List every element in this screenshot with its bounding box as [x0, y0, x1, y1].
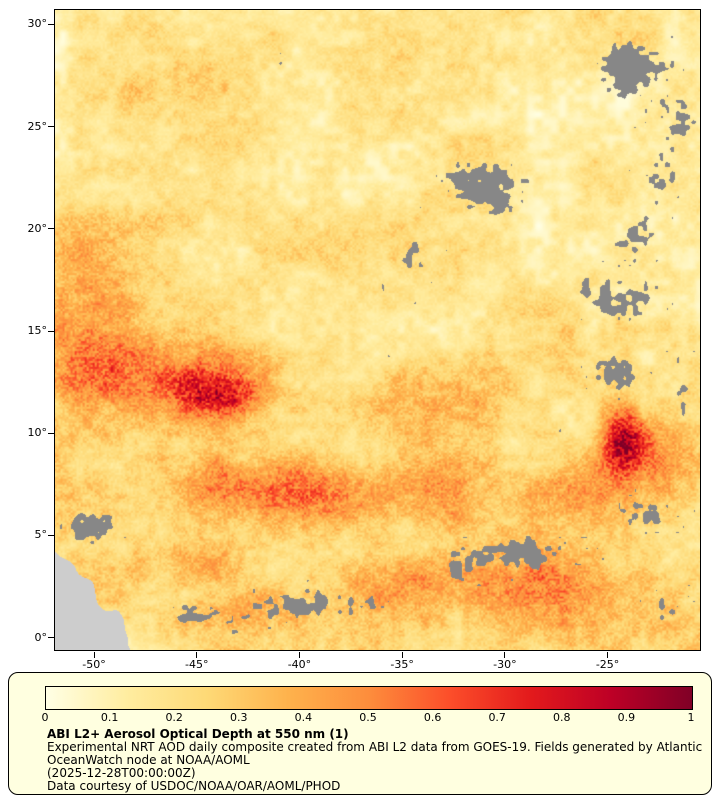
colorbar-tick-label: 0 [41, 711, 49, 724]
colorbar-tick-labels: 0 0.1 0.2 0.3 0.4 0.5 0.6 0.7 0.8 0.9 1 [41, 711, 695, 724]
lon-tick-mark [298, 652, 300, 658]
colorbar-tick-label: 0.4 [294, 711, 313, 724]
lon-tick-label: -50° [82, 658, 106, 671]
lon-tick-mark [607, 652, 609, 658]
lat-tick-mark [48, 637, 54, 639]
colorbar-tick-label: 0.9 [617, 711, 636, 724]
colorbar-tick-label: 0.8 [553, 711, 571, 724]
lat-tick-mark [48, 330, 54, 332]
colorbar-tick-label: 0.3 [230, 711, 248, 724]
lat-tick-mark [48, 534, 54, 536]
lon-tick-label: -30° [493, 658, 517, 671]
lon-tick-mark [504, 652, 506, 658]
caption: ABI L2+ Aerosol Optical Depth at 550 nm … [47, 728, 702, 793]
caption-line-1: Experimental NRT AOD daily composite cre… [47, 740, 703, 754]
colorbar-tick-label: 0.7 [488, 711, 506, 724]
colorbar-gradient [45, 686, 693, 710]
colorbar-tick-label: 0.5 [359, 711, 377, 724]
lon-tick-mark [401, 652, 403, 658]
colorbar-tick-label: 0.2 [165, 711, 183, 724]
caption-title: ABI L2+ Aerosol Optical Depth at 550 nm … [47, 727, 349, 741]
lon-tick-label: -40° [287, 658, 312, 671]
colorbar-tick-label: 0.6 [423, 711, 442, 724]
lat-tick-label: 10° [27, 426, 48, 440]
lon-tick-mark [196, 652, 198, 658]
legend-panel: 0 0.1 0.2 0.3 0.4 0.5 0.6 0.7 0.8 0.9 1 ABI L2+ Ae… [8, 672, 712, 795]
map-plot: 30° 25° 20° 15° 10° 5° 0° -50° -45° -40° -35° -30° -… [28, 9, 701, 671]
lon-tick-label: -45° [185, 658, 209, 671]
lat-tick-label: 0° [34, 630, 48, 644]
lat-tick-mark [48, 228, 54, 230]
caption-line-4: Data courtesy of USDOC/NOAA/OAR/AOML/PHO… [47, 779, 341, 793]
lat-tick-mark [48, 432, 54, 434]
colorbar-tick-label: 0.1 [100, 711, 119, 724]
aod-raster-canvas [55, 10, 700, 650]
lat-tick-label: 20° [27, 221, 48, 235]
lat-tick-label: 15° [27, 324, 48, 338]
lat-tick-mark [48, 126, 54, 128]
lat-tick-label: 25° [27, 119, 48, 133]
lat-tick-label: 30° [27, 17, 48, 31]
lon-tick-label: -25° [595, 658, 620, 671]
caption-line-2: OceanWatch node at NOAA/AOML [47, 753, 250, 767]
caption-line-3: (2025-12-28T00:00:00Z) [47, 766, 196, 780]
lon-tick-mark [93, 652, 95, 658]
lat-tick-label: 5° [34, 528, 48, 542]
lon-tick-label: -35° [390, 658, 414, 671]
lat-tick-mark [48, 23, 54, 25]
colorbar-tick-label: 1 [687, 711, 695, 724]
